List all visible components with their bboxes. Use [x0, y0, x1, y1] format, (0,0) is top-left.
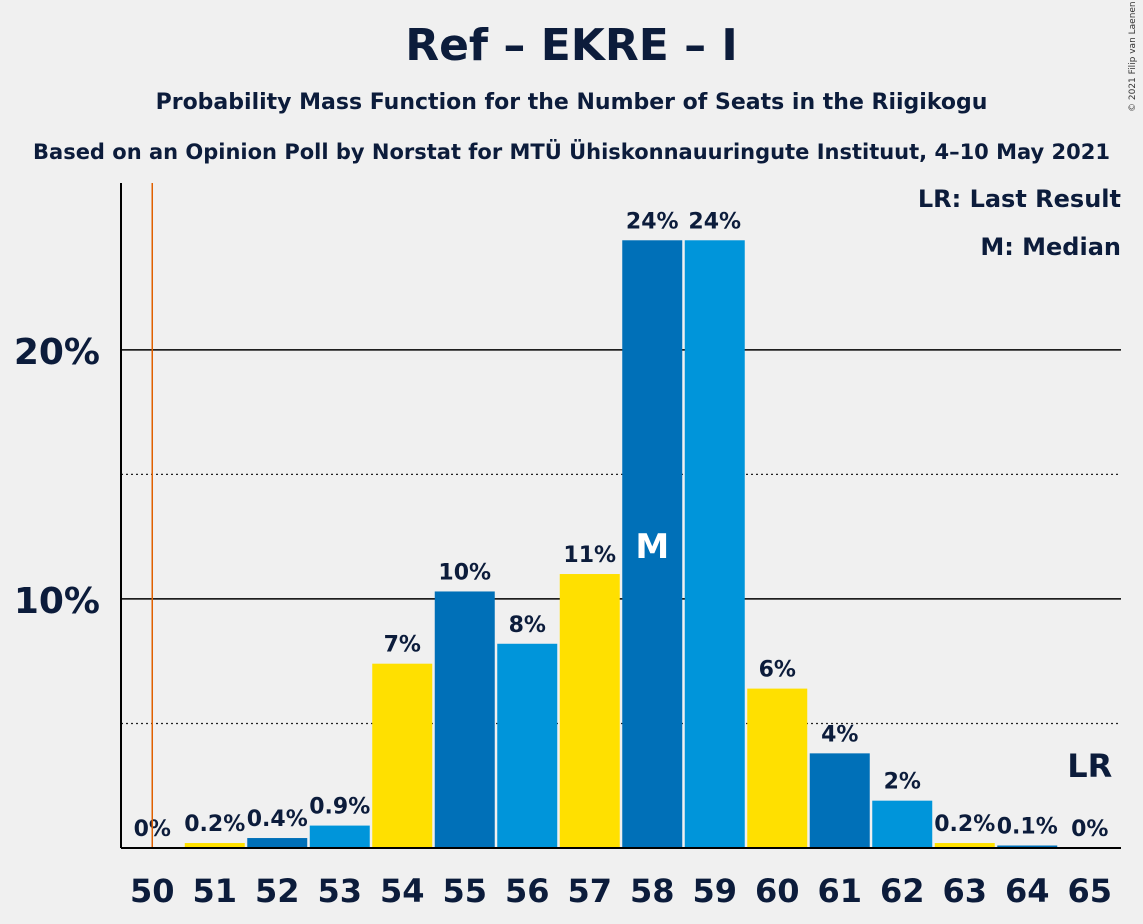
bar	[809, 753, 870, 848]
y-tick-label: 20%	[14, 332, 100, 373]
bar	[309, 825, 370, 848]
data-label: 0.2%	[934, 812, 995, 837]
bar	[559, 574, 620, 848]
bar	[247, 838, 308, 848]
data-label: 8%	[509, 613, 546, 638]
bar	[497, 643, 558, 848]
legend-median: M: Median	[980, 233, 1121, 261]
chart-subtitle: Probability Mass Function for the Number…	[155, 90, 988, 115]
x-tick-label: 55	[442, 872, 487, 910]
data-label: 6%	[759, 658, 796, 683]
data-label: 24%	[626, 209, 679, 234]
x-tick-label: 51	[192, 872, 237, 910]
data-label: 0.4%	[247, 807, 308, 832]
data-label: 10%	[438, 560, 491, 585]
last-result-marker: LR	[1067, 747, 1112, 785]
data-label: 0.2%	[184, 812, 245, 837]
bar	[747, 688, 808, 848]
x-tick-label: 59	[692, 872, 737, 910]
bar	[372, 663, 433, 848]
x-tick-label: 56	[505, 872, 550, 910]
x-tick-label: 54	[380, 872, 425, 910]
data-label: 0.1%	[997, 815, 1058, 840]
x-tick-label: 57	[567, 872, 612, 910]
bar	[684, 240, 745, 848]
bar	[872, 800, 933, 848]
x-tick-label: 58	[630, 872, 675, 910]
data-label: 24%	[688, 209, 741, 234]
x-tick-label: 65	[1067, 872, 1112, 910]
bar	[934, 843, 995, 848]
x-tick-label: 52	[255, 872, 300, 910]
bar	[997, 845, 1058, 848]
data-label: 0.9%	[309, 795, 370, 820]
data-label: 7%	[384, 633, 421, 658]
data-label: 4%	[821, 722, 858, 747]
x-tick-label: 61	[817, 872, 862, 910]
x-tick-label: 53	[317, 872, 362, 910]
chart-title: Ref – EKRE – I	[405, 20, 738, 71]
x-tick-label: 62	[880, 872, 925, 910]
chart-source: Based on an Opinion Poll by Norstat for …	[33, 140, 1110, 164]
x-tick-label: 50	[130, 872, 175, 910]
data-label: 11%	[563, 543, 616, 568]
bar	[184, 843, 245, 848]
bar	[622, 240, 683, 848]
y-tick-label: 10%	[14, 581, 100, 622]
x-tick-label: 60	[755, 872, 800, 910]
median-marker: M	[635, 527, 669, 567]
bar	[434, 591, 495, 848]
data-label: 0%	[1071, 817, 1108, 842]
data-label: 2%	[884, 770, 921, 795]
x-tick-label: 64	[1005, 872, 1050, 910]
legend-last-result: LR: Last Result	[917, 185, 1121, 213]
x-tick-label: 63	[942, 872, 987, 910]
